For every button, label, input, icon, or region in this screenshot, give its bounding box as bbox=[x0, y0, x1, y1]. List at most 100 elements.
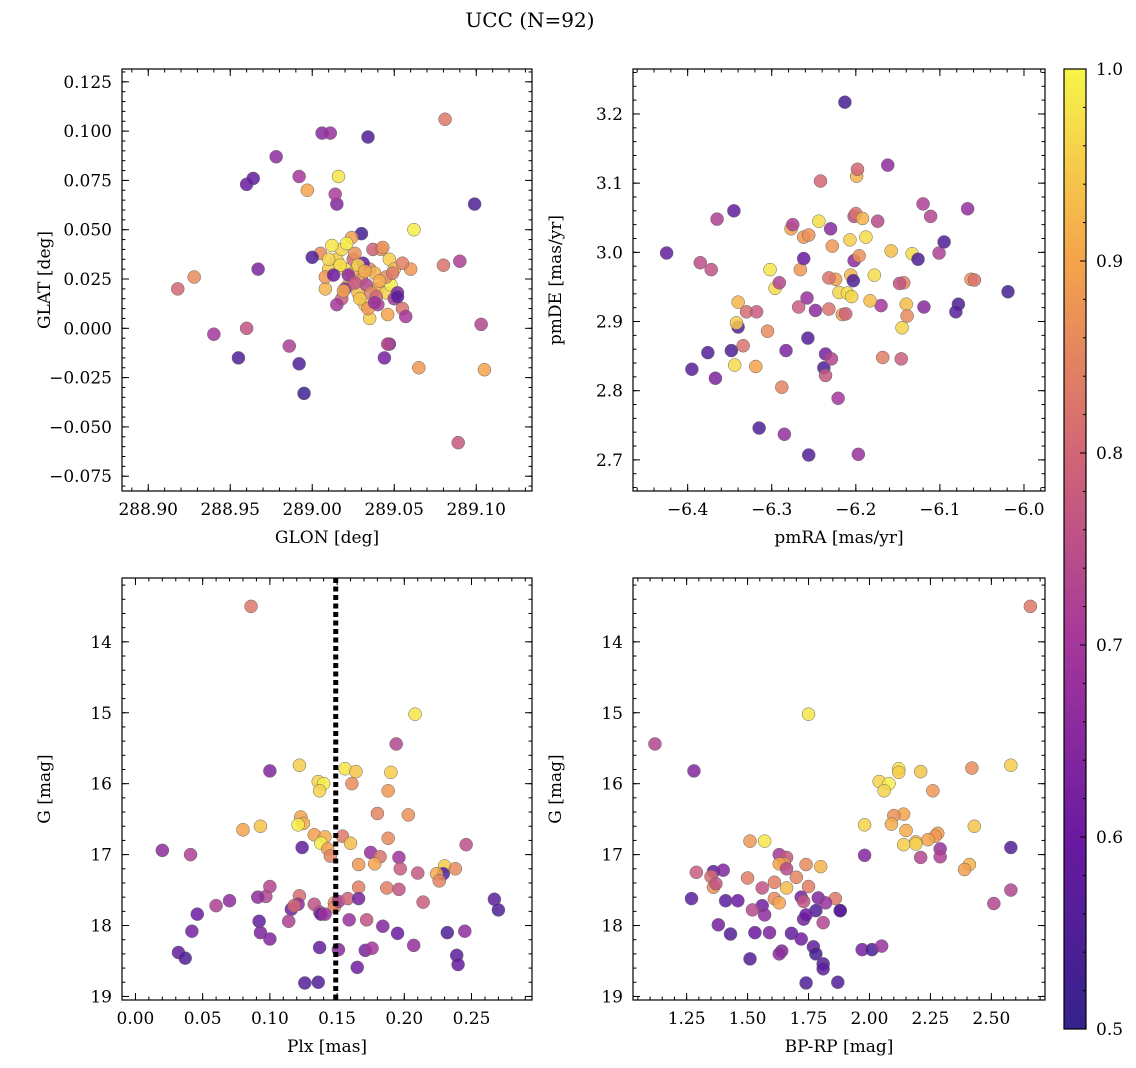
data-point bbox=[459, 837, 473, 852]
data-point bbox=[477, 362, 492, 377]
data-point bbox=[857, 848, 872, 863]
data-point bbox=[385, 266, 400, 280]
y-tick-label: 2.9 bbox=[596, 313, 623, 333]
data-point bbox=[395, 256, 410, 270]
data-point bbox=[857, 818, 872, 832]
plx-g-scatter: 0.00 0.05 0.10 0.15 0.20 0.25 14 15 16 17 18 19 Plx … bbox=[35, 577, 533, 1057]
data-point bbox=[222, 893, 237, 908]
data-point bbox=[704, 262, 718, 277]
colorbar-tick-label: 0.8 bbox=[1096, 444, 1123, 464]
data-point bbox=[801, 448, 816, 462]
plot-area bbox=[121, 577, 533, 1001]
data-point bbox=[794, 932, 808, 946]
data-point bbox=[909, 837, 923, 851]
data-point bbox=[801, 331, 815, 345]
data-point bbox=[209, 898, 223, 913]
data-point bbox=[967, 819, 982, 833]
colorbar-tick-label: 0.5 bbox=[1096, 1020, 1123, 1040]
data-point bbox=[779, 881, 794, 895]
data-point bbox=[251, 262, 265, 276]
y-axis-label: G [mag] bbox=[546, 754, 566, 823]
data-point bbox=[380, 307, 395, 322]
data-point bbox=[891, 765, 906, 780]
data-point bbox=[292, 357, 306, 371]
plot-area bbox=[121, 68, 533, 492]
data-point bbox=[244, 599, 258, 614]
data-point bbox=[913, 850, 928, 865]
y-tick-label: 3.0 bbox=[596, 243, 623, 263]
data-point bbox=[377, 351, 392, 365]
data-point bbox=[376, 240, 390, 255]
data-point bbox=[326, 268, 341, 282]
data-point bbox=[731, 295, 745, 309]
data-point bbox=[731, 893, 745, 908]
bprp-g-scatter: 1.25 1.50 1.75 2.00 2.25 2.50 14 15 16 17 18 19 BP-R… bbox=[546, 577, 1046, 1057]
pmra-pmde-scatter: −6.4 −6.3 −6.2 −6.1 −6.0 2.7 2.8 2.9 3.0 3.1 3.2 pm… bbox=[546, 68, 1046, 548]
data-point bbox=[367, 857, 382, 871]
y-tick-label: 3.1 bbox=[596, 174, 623, 194]
y-axis-label: GLAT [deg] bbox=[35, 231, 55, 329]
data-point bbox=[709, 876, 723, 891]
data-point bbox=[401, 808, 416, 822]
data-point bbox=[789, 870, 804, 885]
data-point bbox=[451, 957, 465, 972]
data-point bbox=[300, 183, 315, 198]
data-point bbox=[323, 126, 338, 140]
data-point bbox=[297, 386, 311, 401]
data-point bbox=[438, 112, 452, 127]
data-point bbox=[365, 941, 379, 955]
data-point bbox=[685, 362, 699, 376]
data-point bbox=[328, 187, 342, 201]
data-point bbox=[185, 924, 199, 938]
data-point bbox=[875, 350, 890, 365]
data-point bbox=[800, 291, 814, 305]
data-point bbox=[252, 914, 266, 929]
data-point bbox=[458, 924, 472, 938]
data-point bbox=[812, 214, 826, 228]
data-point bbox=[743, 834, 757, 848]
data-point bbox=[762, 925, 777, 940]
y-tick-label: 17 bbox=[601, 846, 623, 866]
x-tick-label: 288.95 bbox=[200, 500, 259, 520]
y-tick-label: 15 bbox=[601, 704, 623, 724]
data-point bbox=[921, 832, 935, 847]
y-tick-label: 0.025 bbox=[63, 270, 112, 290]
data-point bbox=[659, 246, 674, 260]
data-point bbox=[359, 913, 374, 927]
y-tick-label: 18 bbox=[601, 917, 623, 937]
x-tick-label: 289.10 bbox=[446, 500, 505, 520]
data-point bbox=[376, 919, 390, 933]
data-point bbox=[855, 211, 870, 226]
x-tick-label: 288.90 bbox=[118, 500, 177, 520]
data-point bbox=[874, 939, 889, 953]
data-point bbox=[312, 940, 327, 955]
data-point bbox=[693, 255, 708, 270]
data-point bbox=[825, 239, 840, 253]
data-point bbox=[451, 435, 465, 450]
data-point bbox=[351, 891, 366, 906]
x-tick-label: −6.4 bbox=[667, 500, 708, 520]
data-point bbox=[453, 254, 467, 269]
data-point bbox=[884, 244, 898, 258]
data-point bbox=[389, 737, 403, 751]
data-point bbox=[740, 871, 755, 885]
data-point bbox=[813, 859, 828, 874]
data-point bbox=[933, 849, 947, 864]
data-point bbox=[838, 95, 852, 109]
data-point bbox=[851, 447, 866, 462]
x-tick-label: 0.25 bbox=[453, 1009, 491, 1029]
data-point bbox=[809, 947, 823, 961]
colorbar-tick-label: 0.7 bbox=[1096, 636, 1123, 656]
data-point bbox=[298, 976, 312, 990]
data-point bbox=[155, 843, 170, 858]
data-point bbox=[757, 834, 772, 848]
data-point bbox=[892, 276, 907, 291]
data-point bbox=[727, 358, 742, 372]
data-point bbox=[325, 238, 339, 253]
data-point bbox=[251, 890, 265, 904]
data-point bbox=[398, 309, 413, 324]
y-axis-label: pmDE [mas/yr] bbox=[546, 215, 566, 345]
data-point bbox=[491, 903, 506, 917]
data-point bbox=[412, 361, 426, 375]
x-axis-label: pmRA [mas/yr] bbox=[774, 528, 903, 548]
